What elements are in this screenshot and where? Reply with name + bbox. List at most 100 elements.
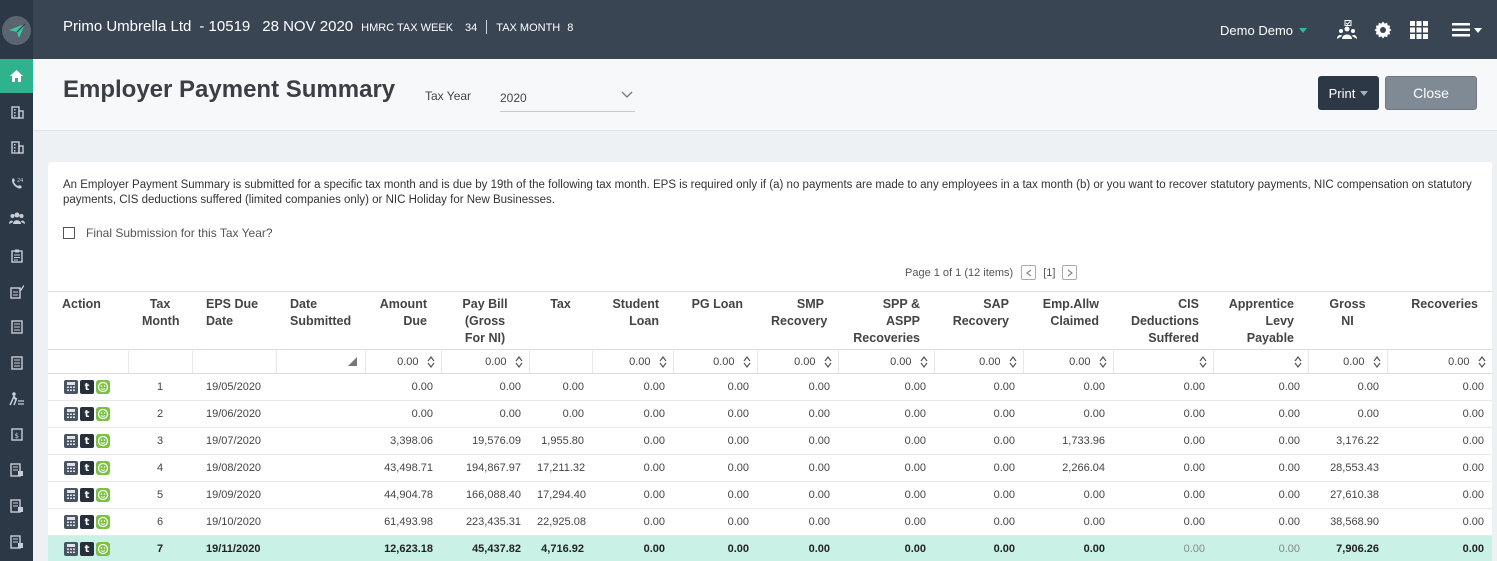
filter-student-loan[interactable]: 0.00 [592, 349, 674, 374]
calculator-icon[interactable] [64, 407, 78, 421]
close-button[interactable]: Close [1385, 76, 1477, 110]
smiley-icon[interactable] [96, 380, 110, 394]
document-icon[interactable] [0, 314, 33, 340]
filter-sap[interactable]: 0.00 [934, 349, 1024, 374]
filter-pg-loan[interactable]: 0.00 [673, 349, 758, 374]
filter-cell[interactable] [276, 349, 366, 374]
current-page-link[interactable]: [1] [1043, 266, 1056, 279]
submit-t-icon[interactable]: t [80, 461, 94, 475]
phone-24-icon[interactable]: 24 [0, 170, 33, 196]
smiley-icon[interactable] [96, 434, 110, 448]
home-icon[interactable] [0, 59, 33, 93]
col-header-eps-due-date[interactable]: EPS Due Date [192, 291, 276, 350]
table-row[interactable]: t 3 19/07/2020 3,398.06 19,576.09 1,955.80 0.0… [48, 427, 1492, 455]
spinner-icon[interactable] [659, 355, 667, 368]
calculator-icon[interactable] [64, 515, 78, 529]
col-header-tax[interactable]: Tax [529, 291, 592, 350]
user-menu[interactable]: Demo Demo [1220, 23, 1307, 38]
building-icon[interactable] [0, 134, 33, 160]
report-icon[interactable] [0, 457, 33, 483]
col-header-apprentice-levy[interactable]: Apprentice Levy Payable [1213, 291, 1308, 350]
app-grid-icon[interactable] [1401, 14, 1437, 46]
calculator-icon[interactable] [64, 461, 78, 475]
filter-gross-ni[interactable]: 0.00 [1308, 349, 1388, 374]
cell-amount: 3,398.06 [365, 427, 441, 455]
col-header-tax-month[interactable]: Tax Month [128, 291, 192, 350]
final-submission-option[interactable]: Final Submission for this Tax Year? [63, 226, 273, 240]
col-header-spp-aspp[interactable]: SPP & ASPP Recoveries [838, 291, 934, 350]
table-row[interactable]: t 2 19/06/2020 0.00 0.00 0.00 0.00 0.00 0.00 0.00… [48, 400, 1492, 428]
calculator-icon[interactable] [64, 434, 78, 448]
filter-amount-due[interactable]: 0.00 [365, 349, 442, 374]
submit-t-icon[interactable]: t [80, 542, 94, 556]
col-header-sap-recovery[interactable]: SAP Recovery [934, 291, 1023, 350]
spinner-icon[interactable] [1478, 355, 1486, 368]
filter-cis[interactable] [1113, 349, 1214, 374]
users-icon[interactable] [0, 205, 33, 231]
col-header-pg-loan[interactable]: PG Loan [673, 291, 757, 350]
money-clipboard-icon[interactable]: $ [0, 421, 33, 447]
table-row[interactable]: t 1 19/05/2020 0.00 0.00 0.00 0.00 0.00 0.00 0.00… [48, 373, 1492, 401]
col-header-action[interactable]: Action [48, 291, 128, 350]
spinner-icon[interactable] [1373, 355, 1381, 368]
team-approval-icon[interactable] [1329, 14, 1365, 46]
filter-levy[interactable] [1213, 349, 1309, 374]
report-icon[interactable] [0, 493, 33, 519]
building-icon[interactable] [0, 99, 33, 125]
col-header-date-submitted[interactable]: Date Submitted [276, 291, 365, 350]
table-row[interactable]: t 6 19/10/2020 61,493.98 223,435.31 22,925.08… [48, 508, 1492, 536]
calculator-icon[interactable] [64, 380, 78, 394]
filter-smp[interactable]: 0.00 [757, 349, 839, 374]
person-walking-icon[interactable] [0, 386, 33, 412]
col-header-cis-deductions[interactable]: CIS Deductions Suffered [1113, 291, 1213, 350]
next-page-button[interactable] [1062, 265, 1078, 280]
checklist-icon[interactable] [0, 279, 33, 305]
filter-pay-bill[interactable]: 0.00 [441, 349, 530, 374]
spinner-icon[interactable] [1099, 355, 1107, 368]
print-button[interactable]: Print [1318, 76, 1379, 110]
spinner-icon[interactable] [1009, 355, 1017, 368]
tax-year-select[interactable]: 2020 [500, 87, 635, 112]
final-submission-checkbox[interactable] [63, 227, 75, 239]
app-logo-icon[interactable] [2, 16, 31, 45]
spinner-icon[interactable] [824, 355, 832, 368]
spinner-icon[interactable] [427, 355, 435, 368]
cell-levy: 0.00 [1213, 373, 1308, 401]
table-row[interactable]: t 7 19/11/2020 12,623.18 45,437.82 4,716.92 0.… [48, 535, 1492, 561]
submit-t-icon[interactable]: t [80, 488, 94, 502]
hamburger-menu-icon[interactable] [1437, 14, 1497, 46]
smiley-icon[interactable] [96, 407, 110, 421]
smiley-icon[interactable] [96, 515, 110, 529]
filter-spp[interactable]: 0.00 [838, 349, 935, 374]
smiley-icon[interactable] [96, 488, 110, 502]
col-header-amount-due[interactable]: Amount Due [365, 291, 441, 350]
document-icon[interactable] [0, 350, 33, 376]
col-header-smp-recovery[interactable]: SMP Recovery [757, 291, 838, 350]
submit-t-icon[interactable]: t [80, 380, 94, 394]
table-row[interactable]: t 5 19/09/2020 44,904.78 166,088.40 17,294.40… [48, 481, 1492, 509]
submit-t-icon[interactable]: t [80, 515, 94, 529]
calculator-icon[interactable] [64, 488, 78, 502]
spinner-icon[interactable] [1294, 355, 1302, 368]
report-icon[interactable] [0, 529, 33, 555]
col-header-student-loan[interactable]: Student Loan [592, 291, 673, 350]
clipboard-icon[interactable] [0, 243, 33, 269]
col-header-gross-ni[interactable]: Gross NI [1308, 291, 1387, 350]
filter-emp-allw[interactable]: 0.00 [1023, 349, 1114, 374]
spinner-icon[interactable] [515, 355, 523, 368]
prev-page-button[interactable] [1021, 265, 1037, 280]
spinner-icon[interactable] [1199, 355, 1207, 368]
spinner-icon[interactable] [920, 355, 928, 368]
spinner-icon[interactable] [743, 355, 751, 368]
col-header-emp-allw[interactable]: Emp.Allw Claimed [1023, 291, 1113, 350]
gear-icon[interactable] [1365, 14, 1401, 46]
submit-t-icon[interactable]: t [80, 407, 94, 421]
submit-t-icon[interactable]: t [80, 434, 94, 448]
col-header-pay-bill[interactable]: Pay Bill (Gross For NI) [441, 291, 529, 350]
smiley-icon[interactable] [96, 461, 110, 475]
smiley-icon[interactable] [96, 542, 110, 556]
table-row[interactable]: t 4 19/08/2020 43,498.71 194,867.97 17,211.32… [48, 454, 1492, 482]
filter-recoveries[interactable]: 0.00 [1387, 349, 1492, 374]
calculator-icon[interactable] [64, 542, 78, 556]
col-header-recoveries[interactable]: Recoveries [1387, 291, 1492, 350]
